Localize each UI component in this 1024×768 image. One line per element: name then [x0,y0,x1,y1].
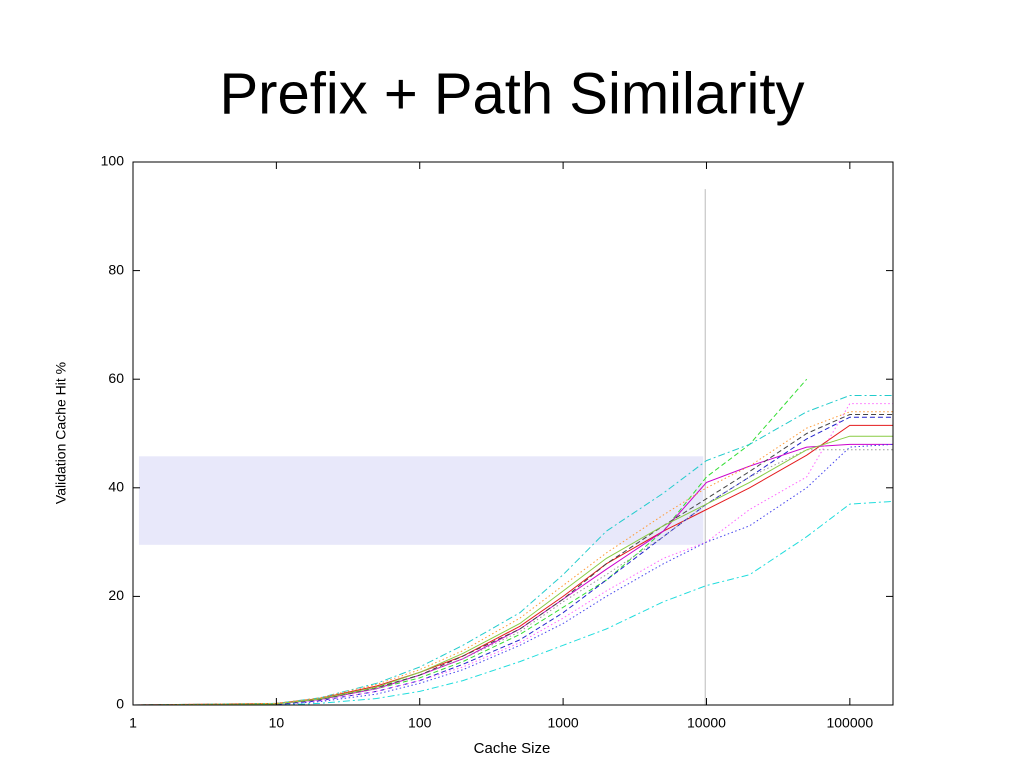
y-tick-label: 20 [108,587,124,603]
series-line [133,500,894,706]
y-axis-label: Validation Cache Hit % [53,362,69,504]
series-line [132,414,893,706]
series-line [132,435,893,706]
y-tick-label: 80 [108,261,124,277]
highlight-band [138,456,704,545]
x-axis-label: Cache Size [474,740,551,757]
x-tick-label: 1 [129,715,137,731]
y-tick-label: 60 [108,370,124,386]
y-tick-label: 0 [116,696,124,712]
x-tick-label: 10 [269,715,285,731]
x-tick-label: 1000 [548,715,579,731]
series-line [132,443,894,706]
series-line [132,411,893,706]
x-tick-label: 100 [408,715,432,731]
series-line [132,395,893,706]
series-line [132,416,893,706]
y-tick-label: 40 [108,479,124,495]
x-tick-label: 100000 [826,715,873,731]
y-tick-label: 100 [101,153,125,169]
x-tick-label: 10000 [687,715,726,731]
series-line [132,403,893,706]
plot-frame [132,161,894,706]
series-line [132,424,893,706]
slide-title: Prefix + Path Similarity [219,61,804,126]
